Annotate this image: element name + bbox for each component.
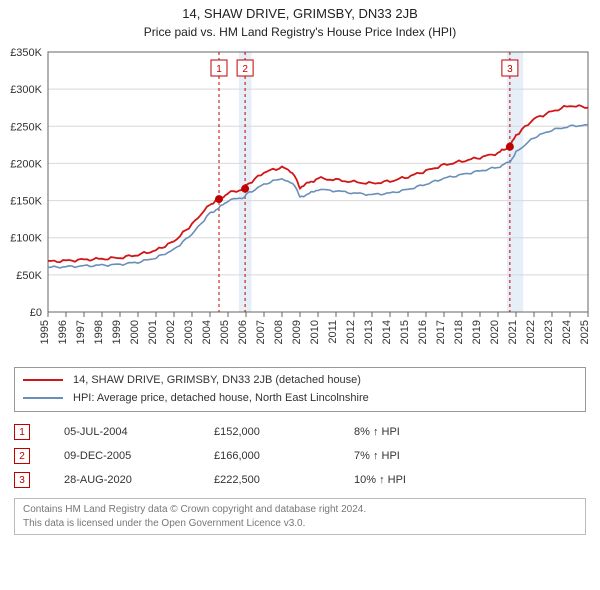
sales-price: £166,000 <box>214 450 354 462</box>
y-tick-label: £300K <box>10 84 42 96</box>
event-marker-label: 3 <box>507 64 513 75</box>
sales-row: 1 05-JUL-2004£152,0008% ↑ HPI <box>14 420 586 444</box>
x-tick-label: 2008 <box>273 320 285 344</box>
sales-row: 2 09-DEC-2005£166,0007% ↑ HPI <box>14 444 586 468</box>
chart-title: 14, SHAW DRIVE, GRIMSBY, DN33 2JB <box>182 6 418 21</box>
x-tick-label: 2013 <box>363 320 375 344</box>
x-tick-label: 1999 <box>111 320 123 344</box>
sales-date: 28-AUG-2020 <box>64 474 214 486</box>
event-marker-label: 2 <box>242 64 248 75</box>
y-tick-label: £200K <box>10 158 42 170</box>
x-tick-label: 1998 <box>93 320 105 344</box>
event-dot <box>241 185 249 193</box>
x-tick-label: 2011 <box>327 320 339 344</box>
x-tick-label: 2003 <box>183 320 195 344</box>
x-tick-label: 2015 <box>399 320 411 344</box>
x-tick-label: 2023 <box>543 320 555 344</box>
y-tick-label: £0 <box>30 307 42 319</box>
x-tick-label: 2005 <box>219 320 231 344</box>
y-tick-label: £350K <box>10 47 42 59</box>
sales-delta: 7% ↑ HPI <box>354 450 400 462</box>
x-tick-label: 2014 <box>381 320 393 344</box>
sales-price: £222,500 <box>214 474 354 486</box>
x-tick-label: 2007 <box>255 320 267 344</box>
y-tick-label: £50K <box>16 270 42 282</box>
x-tick-label: 2001 <box>147 320 159 344</box>
event-dot <box>506 143 514 151</box>
x-tick-label: 2002 <box>165 320 177 344</box>
legend-item: 14, SHAW DRIVE, GRIMSBY, DN33 2JB (detac… <box>23 372 577 390</box>
legend-swatch <box>23 379 63 381</box>
sales-date: 05-JUL-2004 <box>64 426 214 438</box>
x-tick-label: 2016 <box>417 320 429 344</box>
x-tick-label: 2021 <box>507 320 519 344</box>
x-tick-label: 1995 <box>39 320 51 344</box>
x-tick-label: 2024 <box>561 320 573 344</box>
legend-box: 14, SHAW DRIVE, GRIMSBY, DN33 2JB (detac… <box>14 367 586 412</box>
x-tick-label: 2025 <box>579 320 591 344</box>
sales-date: 09-DEC-2005 <box>64 450 214 462</box>
sales-table: 1 05-JUL-2004£152,0008% ↑ HPI 2 09-DEC-2005… <box>14 420 586 492</box>
event-dot <box>215 195 223 203</box>
x-tick-label: 2006 <box>237 320 249 344</box>
x-tick-label: 2018 <box>453 320 465 344</box>
x-tick-label: 2020 <box>489 320 501 344</box>
x-tick-label: 2009 <box>291 320 303 344</box>
x-tick-label: 2004 <box>201 320 213 344</box>
x-tick-label: 1996 <box>57 320 69 344</box>
sales-marker: 3 <box>14 472 30 488</box>
footer-line-2: This data is licensed under the Open Gov… <box>23 517 577 531</box>
sales-price: £152,000 <box>214 426 354 438</box>
footer-line-1: Contains HM Land Registry data © Crown c… <box>23 503 577 517</box>
x-tick-label: 2010 <box>309 320 321 344</box>
x-tick-label: 2022 <box>525 320 537 344</box>
legend-label: 14, SHAW DRIVE, GRIMSBY, DN33 2JB (detac… <box>73 374 361 386</box>
sales-marker: 2 <box>14 448 30 464</box>
price-chart: 14, SHAW DRIVE, GRIMSBY, DN33 2JB Price p… <box>0 0 600 360</box>
chart-subtitle: Price paid vs. HM Land Registry's House … <box>144 25 456 39</box>
x-tick-label: 2000 <box>129 320 141 344</box>
legend-label: HPI: Average price, detached house, Nort… <box>73 392 369 404</box>
legend-item: HPI: Average price, detached house, Nort… <box>23 390 577 408</box>
x-tick-label: 2017 <box>435 320 447 344</box>
x-tick-label: 1997 <box>75 320 87 344</box>
y-tick-label: £150K <box>10 196 42 208</box>
event-marker-label: 1 <box>216 64 222 75</box>
sales-delta: 10% ↑ HPI <box>354 474 406 486</box>
attribution-footer: Contains HM Land Registry data © Crown c… <box>14 498 586 535</box>
sales-marker: 1 <box>14 424 30 440</box>
y-tick-label: £250K <box>10 121 42 133</box>
x-tick-label: 2012 <box>345 320 357 344</box>
sales-row: 3 28-AUG-2020£222,50010% ↑ HPI <box>14 468 586 492</box>
x-tick-label: 2019 <box>471 320 483 344</box>
legend-swatch <box>23 397 63 399</box>
sales-delta: 8% ↑ HPI <box>354 426 400 438</box>
y-tick-label: £100K <box>10 233 42 245</box>
